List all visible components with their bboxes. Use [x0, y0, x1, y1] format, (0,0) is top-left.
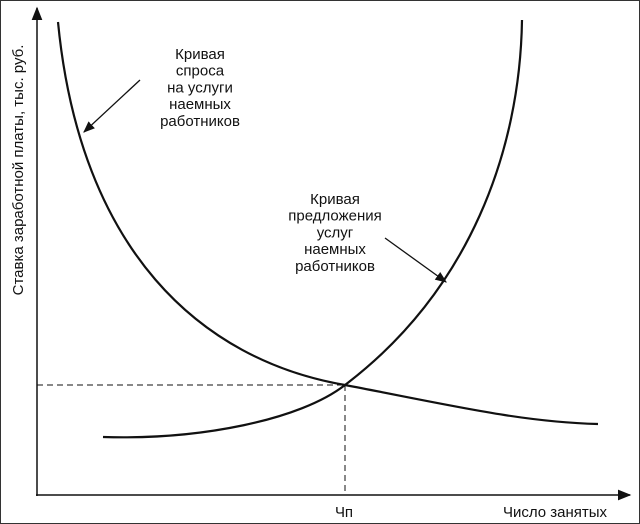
label-line: услуг: [317, 224, 354, 241]
demand-curve: [56, 21, 599, 426]
label-line: наемных: [169, 96, 231, 113]
supply-arrow: [384, 237, 447, 283]
label-line: работников: [160, 113, 240, 130]
label-line: наемных: [304, 241, 366, 258]
label-line: предложения: [288, 208, 382, 225]
equilibrium-label: Чп: [335, 504, 353, 521]
label-line: Кривая: [175, 46, 225, 63]
supply-curve: [102, 19, 524, 439]
label-line: на услуги: [167, 79, 233, 96]
label-line: спроса: [176, 63, 225, 80]
x-axis-label: Число занятых: [503, 504, 608, 521]
demand-arrow: [83, 79, 141, 133]
label-line: Кривая: [310, 191, 360, 208]
label-line: работников: [295, 258, 375, 275]
y-axis-label: Ставка заработной платы, тыс. руб.: [10, 45, 27, 296]
